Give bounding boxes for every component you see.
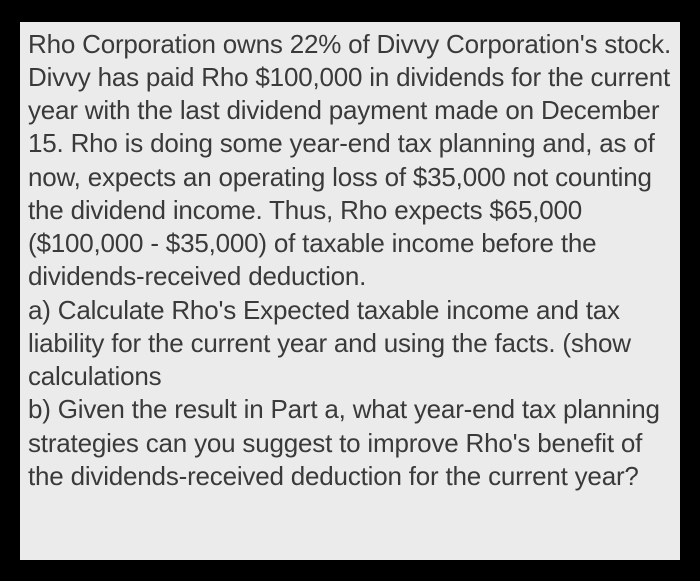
problem-text-panel: Rho Corporation owns 22% of Divvy Corpor… <box>20 22 680 560</box>
problem-text: Rho Corporation owns 22% of Divvy Corpor… <box>28 28 672 494</box>
